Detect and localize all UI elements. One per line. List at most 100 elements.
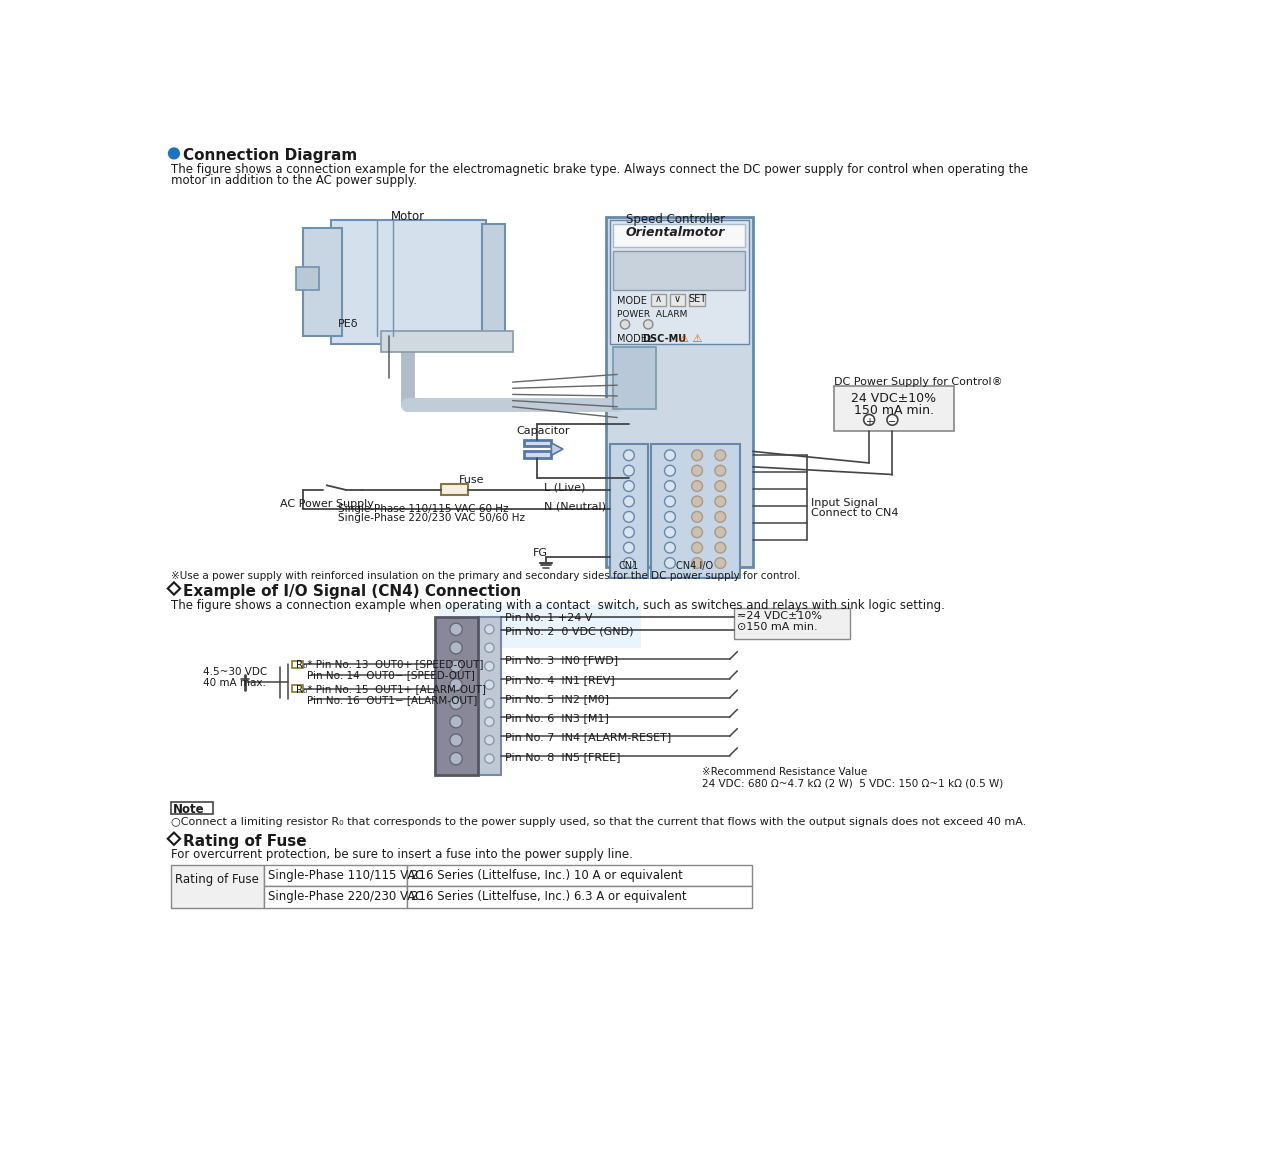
Text: ※Use a power supply with reinforced insulation on the primary and secondary side: ※Use a power supply with reinforced insu… — [170, 571, 800, 580]
Bar — [650, 444, 740, 578]
Text: 40 mA max.: 40 mA max. — [202, 678, 265, 687]
Bar — [296, 266, 319, 290]
Circle shape — [664, 465, 676, 476]
Bar — [525, 451, 552, 457]
Circle shape — [716, 450, 726, 461]
Text: Pin No. 3  IN0 [FWD]: Pin No. 3 IN0 [FWD] — [504, 656, 618, 665]
Text: ≂24 VDC±10%: ≂24 VDC±10% — [737, 611, 822, 621]
Circle shape — [664, 480, 676, 492]
Circle shape — [485, 680, 494, 690]
Text: Connect to CN4: Connect to CN4 — [812, 507, 899, 518]
Text: Pin No. 16  OUT1− [ALARM-OUT]: Pin No. 16 OUT1− [ALARM-OUT] — [307, 694, 477, 705]
Bar — [330, 221, 485, 343]
Text: Pin No. 14  OUT0− [SPEED-OUT]: Pin No. 14 OUT0− [SPEED-OUT] — [307, 670, 475, 680]
Circle shape — [485, 625, 494, 634]
Text: For overcurrent protection, be sure to insert a fuse into the power supply line.: For overcurrent protection, be sure to i… — [170, 848, 632, 861]
Circle shape — [716, 512, 726, 522]
Bar — [669, 293, 686, 306]
Bar — [481, 224, 504, 340]
Text: MODE: MODE — [617, 295, 648, 306]
Bar — [292, 661, 302, 668]
Bar — [407, 886, 753, 908]
Text: R₀* Pin No. 13  OUT0+ [SPEED-OUT]: R₀* Pin No. 13 OUT0+ [SPEED-OUT] — [296, 659, 483, 670]
Bar — [303, 228, 342, 336]
Text: DC Power Supply for Control®: DC Power Supply for Control® — [835, 377, 1002, 387]
Bar — [440, 484, 467, 494]
Text: CN4 I/O: CN4 I/O — [676, 561, 713, 571]
Circle shape — [716, 480, 726, 492]
Text: Pin No. 4  IN1 [REV]: Pin No. 4 IN1 [REV] — [504, 675, 614, 685]
Circle shape — [449, 661, 462, 672]
Text: Rating of Fuse: Rating of Fuse — [175, 873, 259, 886]
Circle shape — [485, 754, 494, 763]
Circle shape — [485, 643, 494, 652]
Text: The figure shows a connection example when operating with a contact  switch, suc: The figure shows a connection example wh… — [170, 599, 945, 612]
Circle shape — [691, 512, 703, 522]
Bar — [733, 608, 850, 638]
Bar — [477, 616, 500, 775]
Text: Orientalmotor: Orientalmotor — [626, 226, 724, 238]
Text: Single-Phase 110/115 VAC: Single-Phase 110/115 VAC — [268, 869, 424, 882]
Bar — [613, 251, 745, 290]
Bar — [389, 336, 428, 351]
Text: +: + — [865, 416, 873, 427]
Circle shape — [449, 752, 462, 765]
Text: 24 VDC±10%: 24 VDC±10% — [851, 392, 937, 405]
Text: Pin No. 8  IN5 [FREE]: Pin No. 8 IN5 [FREE] — [504, 751, 621, 762]
Circle shape — [664, 512, 676, 522]
Text: R₀* Pin No. 15  OUT1+ [ALARM-OUT]: R₀* Pin No. 15 OUT1+ [ALARM-OUT] — [296, 684, 485, 694]
Text: 4.5~30 VDC: 4.5~30 VDC — [202, 668, 266, 677]
Circle shape — [664, 542, 676, 554]
Text: DSC-MU: DSC-MU — [643, 335, 686, 344]
Bar — [835, 386, 955, 430]
Text: Pin No. 1 +24 V: Pin No. 1 +24 V — [504, 613, 593, 623]
Text: Rating of Fuse: Rating of Fuse — [183, 834, 307, 849]
Bar — [609, 221, 749, 343]
Circle shape — [485, 662, 494, 671]
Circle shape — [623, 450, 635, 461]
Text: L (Live): L (Live) — [544, 483, 585, 492]
Bar — [170, 865, 264, 908]
Text: Pin No. 7  IN4 [ALARM-RESET]: Pin No. 7 IN4 [ALARM-RESET] — [504, 733, 671, 742]
Bar — [407, 865, 753, 886]
Circle shape — [691, 527, 703, 537]
Circle shape — [169, 148, 179, 159]
Circle shape — [691, 465, 703, 476]
Circle shape — [716, 465, 726, 476]
Circle shape — [691, 542, 703, 554]
Circle shape — [621, 320, 630, 329]
Circle shape — [449, 678, 462, 691]
Polygon shape — [552, 443, 563, 455]
Text: CN1: CN1 — [618, 561, 639, 571]
Text: 216 Series (Littelfuse, Inc.) 6.3 A or equivalent: 216 Series (Littelfuse, Inc.) 6.3 A or e… — [411, 891, 687, 904]
Circle shape — [664, 527, 676, 537]
Text: Single-Phase 110/115 VAC 60 Hz: Single-Phase 110/115 VAC 60 Hz — [338, 504, 508, 514]
Circle shape — [716, 542, 726, 554]
Text: Single-Phase 220/230 VAC: Single-Phase 220/230 VAC — [268, 891, 422, 904]
Text: MODEL: MODEL — [617, 335, 655, 344]
Text: The figure shows a connection example for the electromagnetic brake type. Always: The figure shows a connection example fo… — [170, 163, 1028, 176]
Text: FG: FG — [532, 548, 548, 558]
Text: PEδ: PEδ — [338, 319, 358, 329]
Circle shape — [691, 480, 703, 492]
Text: Speed Controller: Speed Controller — [626, 213, 724, 226]
Circle shape — [623, 497, 635, 507]
Circle shape — [887, 414, 897, 426]
Circle shape — [716, 527, 726, 537]
Circle shape — [623, 512, 635, 522]
Text: −: − — [888, 416, 896, 427]
Bar — [605, 216, 753, 566]
Text: Connection Diagram: Connection Diagram — [183, 148, 357, 163]
Circle shape — [716, 558, 726, 569]
Circle shape — [623, 542, 635, 554]
Text: Example of I/O Signal (CN4) Connection: Example of I/O Signal (CN4) Connection — [183, 584, 521, 599]
Circle shape — [449, 642, 462, 654]
Circle shape — [449, 734, 462, 747]
Text: ∨: ∨ — [675, 294, 681, 305]
Text: Input Signal: Input Signal — [812, 498, 878, 507]
Text: ∧: ∧ — [655, 294, 662, 305]
Text: ⊙150 mA min.: ⊙150 mA min. — [737, 621, 818, 632]
Text: AC Power Supply: AC Power Supply — [280, 499, 374, 509]
Bar — [435, 616, 477, 775]
Circle shape — [449, 715, 462, 728]
